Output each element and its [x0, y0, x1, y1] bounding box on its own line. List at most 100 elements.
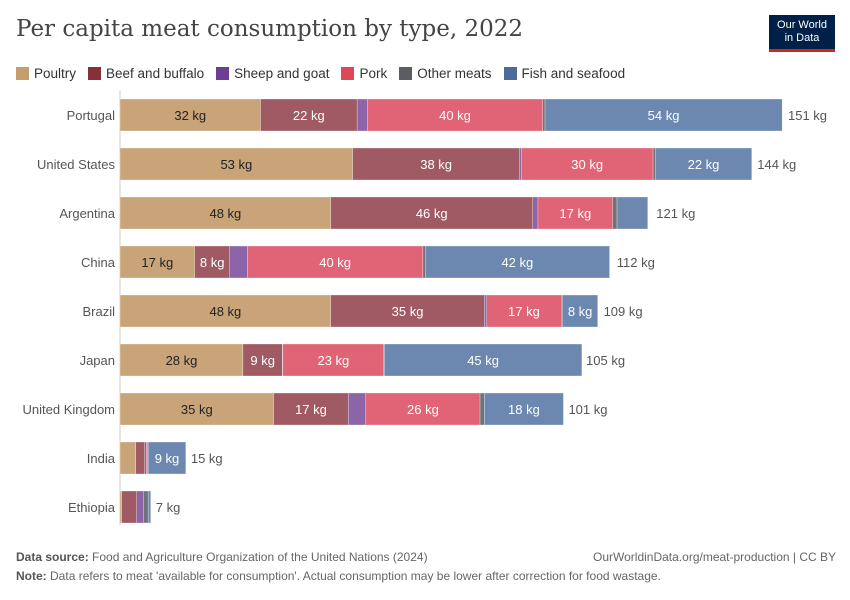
- segment-label: 17 kg: [295, 402, 327, 417]
- logo-line2: in Data: [784, 32, 820, 44]
- source-url[interactable]: OurWorldinData.org/meat-production | CC …: [593, 550, 836, 564]
- bar-segment: [119, 490, 122, 524]
- category-label: Ethiopia: [68, 500, 116, 515]
- category-label: Argentina: [59, 206, 115, 221]
- segment-label: 9 kg: [155, 451, 180, 466]
- category-label: United States: [37, 157, 116, 172]
- total-label: 7 kg: [156, 500, 181, 515]
- legend-item[interactable]: Poultry: [16, 66, 76, 81]
- bar-segment: [484, 392, 564, 426]
- total-label: 105 kg: [586, 353, 625, 368]
- segment-label: 23 kg: [317, 353, 349, 368]
- bar-segment: [147, 490, 151, 524]
- bar-segment: [544, 98, 783, 132]
- category-label: Japan: [80, 353, 115, 368]
- bar-segment: [282, 343, 385, 377]
- owid-logo[interactable]: Our World in Data: [769, 15, 835, 52]
- legend-swatch: [503, 67, 517, 80]
- segment-label: 17 kg: [141, 255, 173, 270]
- legend-label: Other meats: [417, 66, 492, 81]
- segment-label: 40 kg: [439, 108, 471, 123]
- bar-segment: [486, 294, 562, 328]
- bar-segment: [330, 294, 485, 328]
- legend-item[interactable]: Pork: [341, 66, 387, 81]
- segment-label: 8 kg: [200, 255, 225, 270]
- bar-segment: [194, 245, 230, 279]
- bar-segment: [542, 98, 546, 132]
- category-label: India: [87, 451, 116, 466]
- legend-swatch: [216, 67, 230, 80]
- bar-segment: [229, 245, 248, 279]
- category-label: Brazil: [82, 304, 115, 319]
- bar-segment: [121, 490, 137, 524]
- bar-segment: [135, 441, 145, 475]
- bar-segment: [273, 392, 349, 426]
- legend-item[interactable]: Other meats: [399, 66, 492, 81]
- total-label: 101 kg: [568, 402, 607, 417]
- segment-label: 30 kg: [571, 157, 603, 172]
- segment-label: 45 kg: [467, 353, 499, 368]
- bar-segment: [119, 392, 274, 426]
- legend-swatch: [16, 67, 29, 80]
- bar-segment: [119, 245, 195, 279]
- segment-label: 26 kg: [407, 402, 439, 417]
- bar-segment: [561, 294, 563, 328]
- bar-segment: [612, 196, 618, 230]
- segment-label: 22 kg: [293, 108, 325, 123]
- chart-title: Per capita meat consumption by type, 202…: [16, 16, 523, 42]
- bar-segment: [425, 245, 610, 279]
- segment-label: 22 kg: [688, 157, 720, 172]
- total-label: 112 kg: [617, 255, 655, 270]
- bar-segment: [143, 490, 149, 524]
- bar-segment: [119, 294, 331, 328]
- legend-label: Fish and seafood: [521, 66, 626, 81]
- category-label: China: [81, 255, 116, 270]
- bar-segment: [144, 441, 147, 475]
- legend-label: Sheep and goat: [234, 66, 330, 81]
- legend-label: Poultry: [34, 66, 77, 81]
- category-label: United Kingdom: [23, 402, 116, 417]
- legend-item[interactable]: Fish and seafood: [503, 66, 626, 81]
- segment-label: 46 kg: [416, 206, 448, 221]
- bar-segment: [367, 98, 543, 132]
- legend-swatch: [399, 67, 413, 80]
- bar-segment: [422, 245, 426, 279]
- bar-segment: [260, 98, 358, 132]
- segment-label: 8 kg: [568, 304, 593, 319]
- segment-label: 48 kg: [209, 206, 241, 221]
- segment-label: 54 kg: [648, 108, 680, 123]
- category-label: Portugal: [67, 108, 116, 123]
- bar-segment: [655, 147, 752, 181]
- bar-segment: [348, 392, 367, 426]
- bar-segment: [330, 196, 533, 230]
- total-label: 144 kg: [757, 157, 796, 172]
- legend-item[interactable]: Beef and buffalo: [88, 66, 204, 81]
- segment-label: 35 kg: [181, 402, 213, 417]
- bar-segment: [119, 343, 244, 377]
- bar-segment: [532, 196, 539, 230]
- bar-segment: [147, 441, 187, 475]
- total-label: 109 kg: [604, 304, 643, 319]
- bar-segment: [136, 490, 144, 524]
- segment-label: 9 kg: [250, 353, 275, 368]
- segment-label: 35 kg: [392, 304, 424, 319]
- legend-swatch: [341, 67, 355, 80]
- segment-label: 38 kg: [420, 157, 452, 172]
- bar-segment: [616, 196, 648, 230]
- segment-label: 32 kg: [174, 108, 206, 123]
- total-label: 151 kg: [788, 108, 827, 123]
- bar-segment: [384, 343, 583, 377]
- legend-item[interactable]: Sheep and goat: [216, 66, 329, 81]
- bar-segment: [247, 245, 424, 279]
- segment-label: 28 kg: [166, 353, 198, 368]
- segment-label: 40 kg: [319, 255, 351, 270]
- legend-swatch: [88, 67, 102, 80]
- bar-segment: [146, 441, 148, 475]
- logo-line1: Our World: [777, 19, 827, 31]
- note-label: Note:: [16, 569, 47, 583]
- total-label: 15 kg: [191, 451, 223, 466]
- bar-segment: [537, 196, 613, 230]
- bar-segment: [652, 147, 656, 181]
- bar-segment: [119, 98, 261, 132]
